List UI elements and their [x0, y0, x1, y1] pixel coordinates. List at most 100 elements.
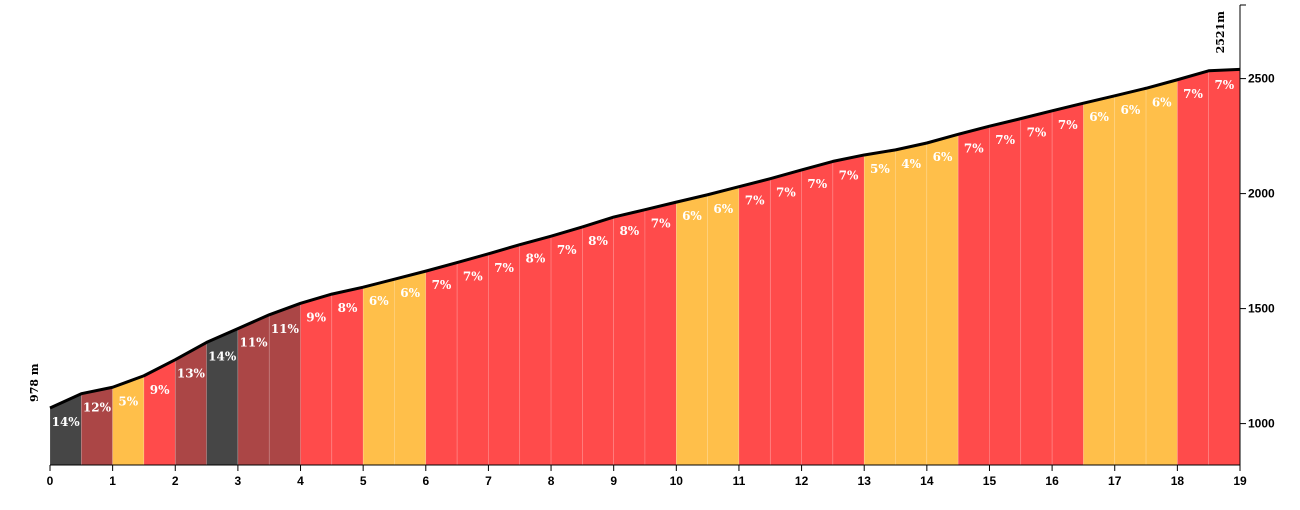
- x-tick-label: 18: [1171, 474, 1185, 488]
- x-tick-label: 5: [360, 474, 367, 488]
- segment-gradient-label: 7%: [1027, 126, 1047, 140]
- segment-gradient-label: 8%: [338, 301, 358, 315]
- x-tick-label: 0: [47, 474, 54, 488]
- segment-gradient-label: 6%: [1152, 95, 1172, 109]
- profile-segment: [1020, 110, 1053, 466]
- profile-segment: [112, 375, 145, 466]
- x-tick-label: 8: [548, 474, 555, 488]
- profile-segment: [81, 386, 113, 466]
- segment-gradient-label: 7%: [1058, 118, 1078, 132]
- profile-segment: [613, 209, 646, 466]
- segment-gradient-label: 6%: [713, 202, 733, 216]
- segment-gradient-label: 5%: [870, 162, 890, 176]
- profile-segment: [801, 161, 834, 466]
- segment-gradient-label: 7%: [1214, 78, 1234, 92]
- segment-gradient-label: 8%: [619, 224, 639, 238]
- profile-segment: [863, 149, 896, 466]
- x-tick-label: 19: [1233, 474, 1247, 488]
- x-tick-label: 10: [670, 474, 684, 488]
- segment-gradient-label: 14%: [52, 415, 81, 429]
- profile-segment: [550, 226, 583, 466]
- segment-gradient-label: 7%: [1183, 87, 1203, 101]
- x-axis: 0 1 2 3 4 5 6 7 8 9 10 11 12 13 14 15 16 17 18 19: [47, 464, 1247, 488]
- segment-gradient-label: 7%: [839, 168, 859, 182]
- x-tick-label: 11: [733, 474, 746, 488]
- x-tick-label: 3: [235, 474, 242, 488]
- segment-gradient-label: 6%: [1089, 110, 1109, 124]
- x-tick-label: 17: [1108, 474, 1122, 488]
- profile-segment: [143, 359, 176, 466]
- x-tick-label: 4: [297, 474, 304, 488]
- segment-gradient-label: 9%: [306, 310, 326, 324]
- end-elevation-label: 2521m: [1214, 11, 1227, 54]
- segment-gradient-label: 8%: [526, 252, 546, 266]
- segment-gradient-label: 7%: [494, 261, 514, 275]
- profile-segment: [456, 253, 489, 466]
- profile-segment: [1177, 70, 1209, 466]
- x-tick-label: 7: [485, 474, 492, 488]
- segment-gradient-label: 7%: [964, 141, 984, 155]
- segment-gradient-label: 5%: [118, 394, 138, 408]
- x-tick-label: 12: [795, 474, 809, 488]
- segment-gradient-label: 8%: [588, 234, 608, 248]
- x-tick-label: 6: [422, 474, 429, 488]
- profile-segment: [832, 154, 865, 466]
- segment-gradient-label: 4%: [901, 157, 921, 171]
- segment-gradient-label: 14%: [208, 349, 237, 363]
- segment-gradient-label: 11%: [271, 322, 300, 336]
- profile-segment: [895, 142, 928, 466]
- profile-segment: [926, 133, 959, 466]
- segment-gradient-label: 9%: [150, 383, 170, 397]
- segment-gradient-label: 6%: [1121, 103, 1141, 117]
- segment-gradient-labels: 14%12% 5%9%13%14%11%11%9%8% 6%6%7%7%7%8%7%…: [52, 78, 1235, 429]
- y-tick-label: 1000: [1248, 417, 1275, 431]
- x-tick-label: 1: [109, 474, 116, 488]
- x-tick-label: 13: [858, 474, 872, 488]
- start-elevation-label: 978 m: [28, 363, 41, 402]
- profile-segment: [644, 201, 677, 466]
- profile-segment: [1083, 95, 1116, 466]
- profile-segment: [174, 341, 207, 466]
- y-axis: 1000 1500 2000 2500: [1239, 4, 1275, 465]
- segment-gradient-label: 7%: [651, 217, 671, 231]
- segment-gradient-label: 7%: [995, 133, 1015, 147]
- x-tick-label: 9: [610, 474, 617, 488]
- profile-segment: [488, 244, 521, 466]
- segment-gradient-label: 12%: [83, 401, 112, 415]
- profile-outline: [49, 67, 1241, 410]
- x-tick-label: 2: [172, 474, 179, 488]
- profile-segment: [989, 118, 1022, 466]
- segment-gradient-label: 7%: [807, 177, 827, 191]
- segment-gradient-label: 6%: [400, 286, 420, 300]
- profile-segments: [49, 69, 1241, 466]
- x-tick-label: 14: [920, 474, 934, 488]
- segment-gradient-label: 7%: [557, 243, 577, 257]
- segment-gradient-label: 7%: [745, 194, 765, 208]
- profile-segment: [676, 194, 708, 466]
- profile-segment: [957, 125, 990, 466]
- y-tick-label: 2000: [1248, 187, 1275, 201]
- profile-segment: [1145, 79, 1178, 466]
- segment-gradient-label: 6%: [933, 150, 953, 164]
- profile-segment: [738, 178, 771, 466]
- y-tick-label: 2500: [1248, 72, 1275, 86]
- profile-segment: [1051, 102, 1084, 466]
- segment-gradient-label: 6%: [682, 209, 702, 223]
- profile-segment: [707, 186, 740, 466]
- profile-segment: [519, 235, 552, 466]
- segment-gradient-label: 6%: [369, 294, 389, 308]
- y-tick-label: 1500: [1248, 302, 1275, 316]
- profile-segment: [1208, 69, 1241, 466]
- x-tick-label: 16: [1045, 474, 1059, 488]
- profile-segment: [582, 216, 614, 466]
- profile-segment: [769, 169, 802, 466]
- profile-segment: [425, 262, 458, 466]
- segment-gradient-label: 7%: [776, 186, 796, 200]
- profile-segment: [394, 270, 427, 466]
- profile-segment: [1114, 87, 1147, 466]
- segment-gradient-label: 7%: [463, 270, 483, 284]
- segment-gradient-label: 13%: [177, 367, 206, 381]
- x-tick-label: 15: [983, 474, 997, 488]
- segment-gradient-label: 11%: [239, 336, 268, 350]
